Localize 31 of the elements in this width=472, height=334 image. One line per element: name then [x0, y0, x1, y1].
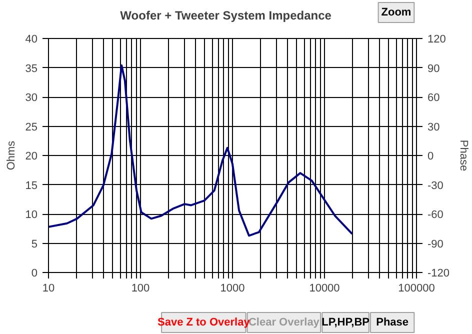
y-tick-label: 0	[31, 268, 38, 280]
text: Zoom	[381, 6, 412, 18]
y-axis-title: Ohms	[5, 140, 18, 170]
y-tick-label: 5	[31, 238, 38, 250]
text: Phase	[376, 316, 409, 328]
y-tick-label: 10	[25, 209, 38, 221]
y-tick-label: 35	[25, 62, 38, 75]
y2-tick-label: 30	[428, 121, 440, 134]
y-tick-label: 40	[25, 34, 38, 46]
y2-axis-title: Phase	[458, 140, 470, 172]
y2-tick-label: 60	[428, 92, 440, 104]
text: Save Z to Overlay	[157, 316, 251, 328]
y-tick-label: 25	[25, 121, 38, 134]
x-tick-label: 100000	[398, 282, 435, 294]
x-tick-label: 100	[131, 282, 150, 294]
text: Clear Overlay	[248, 316, 320, 328]
y2-tick-label: -90	[428, 238, 444, 250]
y2-tick-label: 120	[428, 34, 446, 46]
y2-tick-label: -30	[428, 180, 444, 192]
x-tick-label: 10000	[309, 282, 340, 294]
chart-title: Woofer + Tweeter System Impedance	[120, 8, 332, 22]
y-tick-label: 15	[25, 180, 38, 192]
y2-tick-label: 90	[428, 62, 440, 75]
text: LP,HP,BP	[322, 316, 370, 328]
y-tick-label: 20	[25, 150, 38, 162]
y-tick-label: 30	[25, 92, 38, 104]
y2-tick-label: 0	[428, 150, 434, 162]
y2-tick-label: -120	[428, 268, 450, 280]
x-tick-label: 10	[42, 282, 55, 294]
y2-tick-label: -60	[428, 209, 444, 221]
x-tick-label: 1000	[220, 282, 245, 294]
